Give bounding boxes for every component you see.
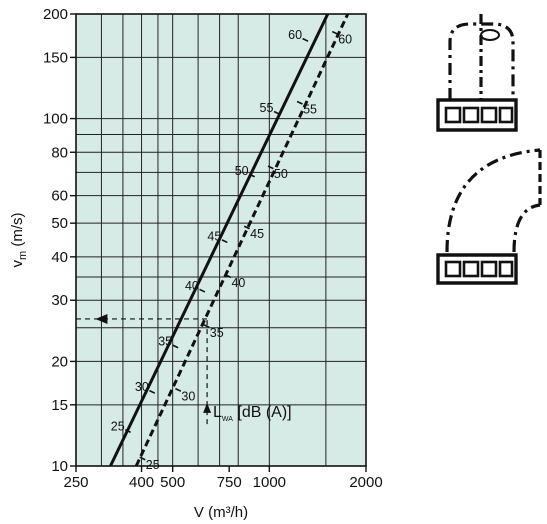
solid-level-label: 35 [158,335,172,349]
dashed-series-line [134,14,350,466]
elbow-outlet-diagram-icon [436,148,542,285]
dashed-level-label: 30 [181,390,195,404]
y-tick-label: 150 [43,49,68,66]
level-tick-mark [302,37,309,42]
level-tick-mark [199,288,206,293]
level-tick-mark [124,429,132,434]
y-axis-title-main: v [9,260,26,268]
series-group [109,14,350,466]
level-tick-mark [175,387,182,392]
straight-outlet-diagram-icon [436,14,518,132]
solid-level-label: 25 [111,419,125,433]
up-arrow-head [203,402,212,413]
level-tick-mark [225,274,232,279]
dashed-level-label: 50 [274,167,288,181]
x-tick-label: 750 [217,474,242,491]
y-tick-label: 10 [51,458,68,475]
level-tick-mark [221,239,228,244]
solid-level-label: 45 [207,229,221,243]
y-tick-label: 100 [43,111,68,128]
level-tick-mark [149,389,156,394]
level-tick-mark [273,110,280,115]
y-tick-label: 60 [51,188,68,205]
tick-layer: 10 15 20 30 40 50 60 80 100 150 200 250 400 500 750 100… [43,6,383,491]
level-tick-mark [296,100,303,105]
dashed-level-label: 60 [338,33,352,47]
y-tick-label: 30 [51,292,68,309]
annotation-main: L [213,404,222,421]
dashed-level-label: 25 [146,458,160,472]
y-tick-label: 50 [51,215,68,232]
x-tick-label: 2000 [349,474,382,491]
x-tick-label: 500 [160,474,185,491]
y-tick-label: 80 [51,144,68,161]
series-layer: 25 30 35 40 45 50 55 60 25 30 35 40 45 50 55 60 [109,14,352,472]
y-axis-title-sub: m [17,251,29,260]
sound-power-annotation: LWA [dB (A)] [213,404,292,423]
solid-level-label: 50 [235,164,249,178]
x-tick-label: 250 [63,474,88,491]
y-tick-label: 40 [51,249,68,266]
solid-level-label: 60 [288,28,302,42]
y-axis-title-unit: (m/s) [9,213,26,251]
y-axis-title: vm (m/s) [9,213,29,268]
grid-layer [76,14,366,466]
left-arrow-head [95,313,108,324]
annotation-sub: WA [222,416,233,423]
level-tick-mark [243,225,250,230]
dashed-level-label: 55 [303,102,317,116]
level-tick-mark [331,30,339,35]
x-tick-label: 1000 [253,474,286,491]
y-tick-label: 15 [51,397,68,414]
y-tick-label: 20 [51,353,68,370]
plot-frame [75,13,367,467]
dashed-level-label: 40 [231,276,245,290]
annotation-rest: [dB (A)] [233,404,292,421]
solid-level-label: 55 [260,101,274,115]
level-tick-mark [172,344,179,349]
level-tick-mark [267,165,274,170]
solid-series-line [109,14,330,466]
x-tick-label: 400 [129,474,154,491]
plot-background [76,14,366,466]
reference-layer [76,313,212,425]
dashed-level-label: 45 [250,227,264,241]
y-tick-label: 200 [43,6,68,23]
solid-level-label: 30 [135,380,149,394]
solid-level-label: 40 [185,279,199,293]
level-tick-mark [139,456,146,461]
level-tick-mark [203,324,210,329]
dashed-level-label: 35 [210,326,224,340]
level-tick-mark [248,173,255,178]
x-axis-title: V (m³/h) [194,504,248,521]
